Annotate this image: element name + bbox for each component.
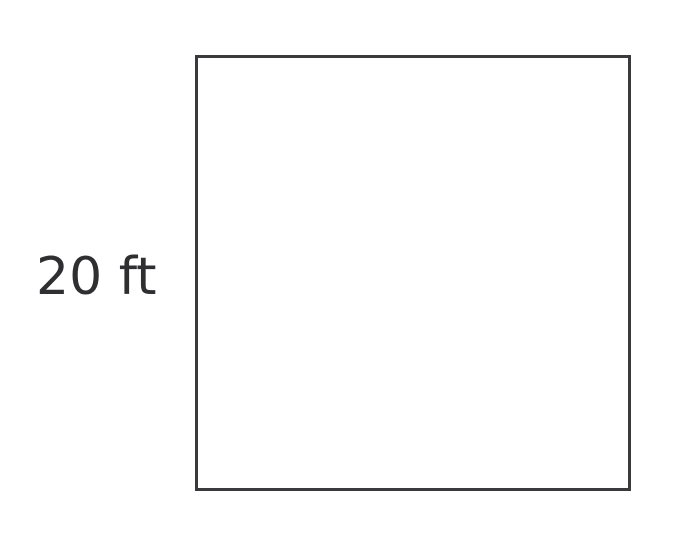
side-length-label: 20 ft — [36, 247, 157, 307]
square-shape — [195, 55, 631, 491]
